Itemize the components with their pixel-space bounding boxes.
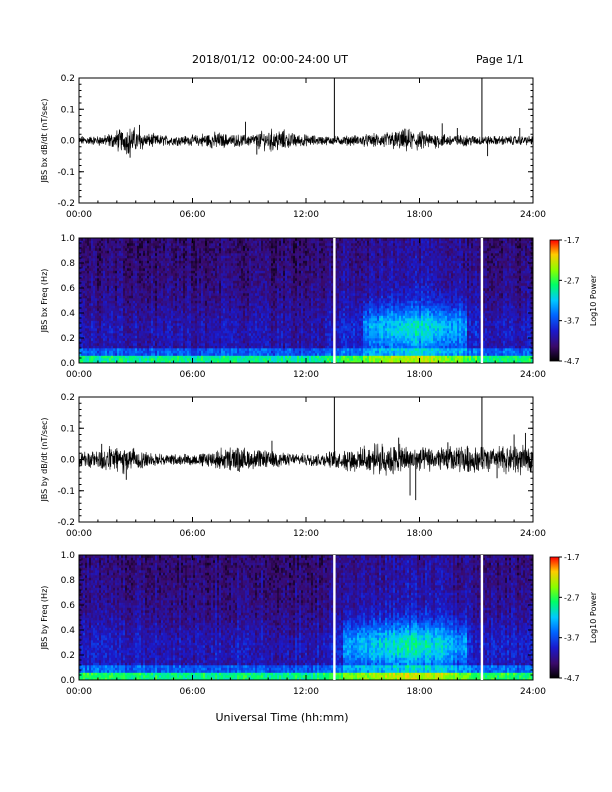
y-tick-label: -0.2 [57,518,75,528]
y-tick-label: 0.0 [61,676,76,686]
y-tick-label: -0.1 [57,168,75,178]
x-tick-label: 12:00 [293,529,319,539]
dbdt-trace [79,127,533,154]
y-tick-label: 0.4 [61,309,76,319]
colorbar-scale [550,240,559,361]
y-tick-label: 0.0 [61,359,76,369]
x-tick-label: 06:00 [180,687,206,697]
y-tick-label: 0.8 [61,259,76,269]
x-tick-label: 00:00 [66,370,92,380]
x-tick-label: 06:00 [180,210,206,220]
panel-2-spectrogram: 00:00 06:00 12:00 18:00 24:00 0.0 0.2 0.4 0.6 0.8… [40,234,598,380]
x-tick-label: 18:00 [407,370,433,380]
colorbar: -1.7 -2.7 -3.7 -4.7 Log10 Power [550,236,598,366]
x-tick-label: 00:00 [66,529,92,539]
y-axis-label: JBS by Freq (Hz) [40,586,49,651]
x-tick-label: 12:00 [293,210,319,220]
x-tick-label: 12:00 [293,687,319,697]
y-axis-label: JBS bx dB/dt (nT/sec) [40,98,49,183]
y-tick-label: 0.2 [61,393,75,403]
x-tick-label: 00:00 [66,687,92,697]
panel-3-timeseries: 00:00 06:00 12:00 18:00 24:00 -0.2 -0.1 0.0 0.1 0… [40,393,546,539]
x-tick-label: 12:00 [293,370,319,380]
y-tick-label: 0.6 [61,284,76,294]
x-tick-label: 24:00 [520,687,546,697]
data-gap-stripe [481,238,483,363]
y-tick-label: -0.1 [57,487,75,497]
y-tick-label: 0.2 [61,74,75,84]
x-tick-label: 24:00 [520,370,546,380]
x-tick-label: 24:00 [520,529,546,539]
y-tick-label: 0.4 [61,626,76,636]
x-tick-label: 18:00 [407,210,433,220]
y-tick-label: 1.0 [61,551,76,561]
colorbar-tick-label: -3.7 [564,317,580,326]
y-axis-label: JBS by dB/dt (nT/sec) [40,417,49,502]
colorbar-tick-label: -4.7 [564,674,580,683]
colorbar-tick-label: -2.7 [564,593,580,602]
x-tick-label: 18:00 [407,687,433,697]
x-tick-label: 18:00 [407,529,433,539]
y-axis-label: JBS bx Freq (Hz) [40,269,49,334]
y-tick-label: 0.0 [61,137,76,147]
y-tick-label: 0.2 [61,651,75,661]
data-gap-stripe [481,555,483,680]
x-axis-label: Universal Time (hh:mm) [216,711,349,724]
colorbar-tick-label: -1.7 [564,553,580,562]
colorbar-tick-label: -2.7 [564,276,580,285]
spectrogram-cells [79,238,533,363]
y-tick-label: 0.1 [61,105,75,115]
colorbar-scale [550,557,559,678]
y-tick-label: 0.0 [61,456,76,466]
dbdt-trace [79,443,533,475]
panel-4-spectrogram: 00:00 06:00 12:00 18:00 24:00 0.0 0.2 0.4 0.6 0.8… [40,551,598,697]
panel-1-timeseries: 00:00 06:00 12:00 18:00 24:00 -0.2 -0.1 0.0 0.1 0… [40,74,546,220]
y-tick-label: 0.1 [61,424,75,434]
colorbar-label: Log10 Power [589,274,598,326]
colorbar: -1.7 -2.7 -3.7 -4.7 Log10 Power [550,553,598,683]
data-gap-stripe [333,555,335,680]
colorbar-tick-label: -1.7 [564,236,580,245]
x-tick-label: 00:00 [66,210,92,220]
y-tick-label: 0.6 [61,601,76,611]
y-tick-label: 0.2 [61,334,75,344]
colorbar-label: Log10 Power [589,591,598,643]
y-tick-label: 1.0 [61,234,76,244]
x-tick-label: 06:00 [180,370,206,380]
x-tick-label: 06:00 [180,529,206,539]
spectrogram-cells [79,555,533,680]
colorbar-tick-label: -3.7 [564,634,580,643]
colorbar-tick-label: -4.7 [564,357,580,366]
x-tick-label: 24:00 [520,210,546,220]
y-tick-label: -0.2 [57,199,75,209]
data-gap-stripe [333,238,335,363]
y-tick-label: 0.8 [61,576,76,586]
